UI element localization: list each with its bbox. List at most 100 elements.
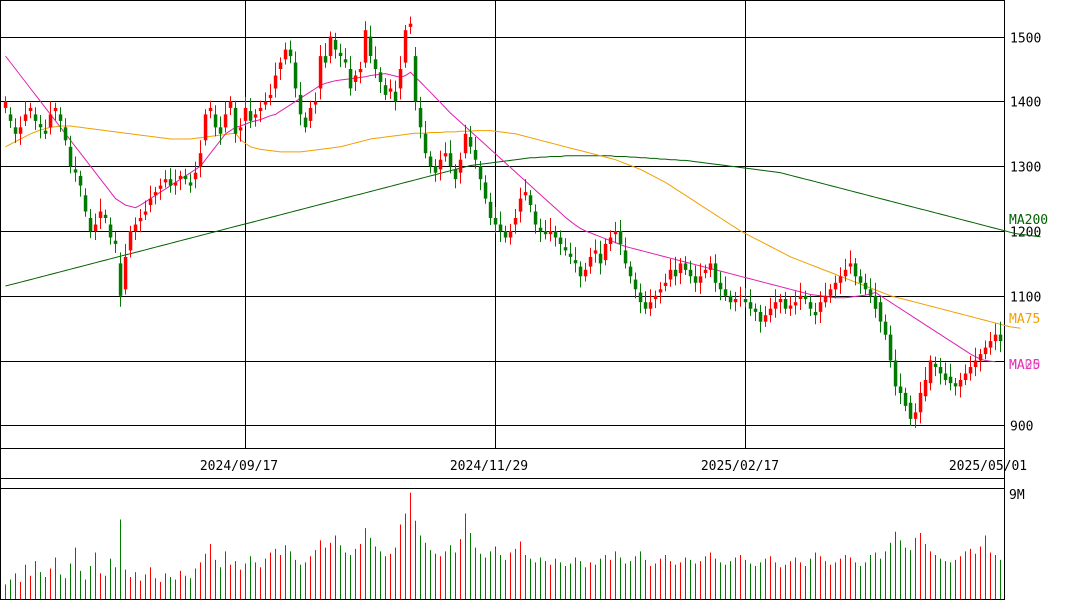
- candle-47: [238, 118, 243, 142]
- candle-95: [478, 161, 483, 191]
- candle-133: [668, 258, 673, 287]
- candle-120: [603, 238, 608, 266]
- candle-body-145: [728, 295, 733, 303]
- candle-body-99: [498, 224, 503, 231]
- candle-body-132: [663, 282, 668, 286]
- candle-body-91: [458, 159, 463, 173]
- candle-85: [428, 151, 433, 174]
- candle-body-31: [158, 185, 163, 189]
- candle-body-26: [133, 224, 138, 231]
- candle-30: [153, 186, 158, 205]
- candle-body-24: [123, 256, 128, 290]
- candle-96: [483, 175, 488, 204]
- candle-body-51: [258, 107, 263, 112]
- candle-body-3: [18, 127, 23, 134]
- candle-body-194: [973, 360, 978, 367]
- volume-axis-label: 9M: [1009, 488, 1025, 503]
- candle-body-48: [243, 107, 248, 121]
- candle-body-173: [868, 289, 873, 296]
- candle-160: [803, 290, 808, 305]
- candle-body-197: [988, 341, 993, 348]
- candle-body-117: [588, 256, 593, 267]
- candle-159: [798, 282, 803, 311]
- candle-body-25: [128, 231, 133, 251]
- candle-body-179: [898, 386, 903, 393]
- candle-142: [713, 254, 718, 292]
- candle-59: [298, 81, 303, 126]
- candle-62: [313, 92, 318, 114]
- candle-body-178: [893, 360, 898, 387]
- candle-body-185: [928, 360, 933, 384]
- candle-body-111: [558, 237, 563, 244]
- candle-12: [63, 118, 68, 146]
- candle-body-168: [843, 269, 848, 277]
- candle-107: [538, 218, 543, 242]
- candle-body-57: [288, 49, 293, 57]
- candle-body-59: [298, 94, 303, 115]
- candle-116: [583, 262, 588, 282]
- candle-119: [598, 240, 603, 275]
- date-label-1: 2024/09/17: [200, 459, 278, 474]
- candle-14: [73, 156, 78, 182]
- candle-body-61: [308, 107, 313, 121]
- candle-61: [308, 100, 313, 128]
- candle-146: [733, 291, 738, 312]
- candle-body-193: [968, 367, 973, 374]
- candle-144: [723, 276, 728, 301]
- candle-body-108: [543, 231, 548, 235]
- candle-172: [863, 273, 868, 295]
- candle-body-166: [833, 282, 838, 290]
- candle-137: [688, 260, 693, 284]
- candle-111: [558, 230, 563, 255]
- candle-body-106: [533, 211, 538, 225]
- candle-128: [643, 291, 648, 314]
- candle-body-42: [213, 114, 218, 128]
- candle-3: [18, 116, 23, 145]
- candle-body-10: [53, 107, 58, 112]
- candle-38: [193, 161, 198, 189]
- candle-body-15: [78, 175, 83, 186]
- candle-body-104: [523, 192, 528, 196]
- candle-body-177: [888, 334, 893, 361]
- candle-73: [368, 25, 373, 64]
- candle-body-170: [853, 263, 858, 277]
- candle-86: [433, 159, 438, 182]
- candle-166: [833, 275, 838, 299]
- candle-body-196: [983, 347, 988, 355]
- candle-body-164: [823, 295, 828, 303]
- candle-35: [178, 170, 183, 191]
- candle-185: [928, 355, 933, 391]
- candle-186: [933, 356, 938, 377]
- candle-body-66: [333, 39, 338, 50]
- candle-body-150: [753, 308, 758, 312]
- candle-body-188: [943, 373, 948, 380]
- candle-19: [98, 198, 103, 230]
- candle-8: [43, 119, 48, 139]
- candle-body-38: [193, 172, 198, 180]
- candle-body-122: [613, 231, 618, 235]
- candle-46: [233, 100, 238, 143]
- candle-body-95: [478, 166, 483, 180]
- candle-body-1: [8, 114, 13, 121]
- candle-102: [513, 208, 518, 234]
- candle-body-81: [408, 23, 413, 27]
- candle-131: [658, 282, 663, 304]
- candle-body-191: [958, 380, 963, 387]
- candle-body-53: [268, 94, 273, 99]
- candle-124: [623, 237, 628, 269]
- candle-169: [848, 250, 853, 274]
- candle-37: [188, 173, 193, 193]
- candle-body-119: [598, 253, 603, 264]
- candle-body-43: [218, 127, 223, 134]
- candle-193: [968, 356, 973, 381]
- candle-74: [373, 46, 378, 79]
- candle-body-89: [448, 153, 453, 167]
- candle-13: [68, 135, 73, 174]
- legend-ma25: MA25: [1009, 358, 1040, 373]
- candle-body-39: [198, 153, 203, 167]
- candle-body-62: [313, 101, 318, 105]
- candle-body-181: [908, 402, 913, 419]
- candle-body-159: [798, 295, 803, 299]
- candle-164: [823, 282, 828, 308]
